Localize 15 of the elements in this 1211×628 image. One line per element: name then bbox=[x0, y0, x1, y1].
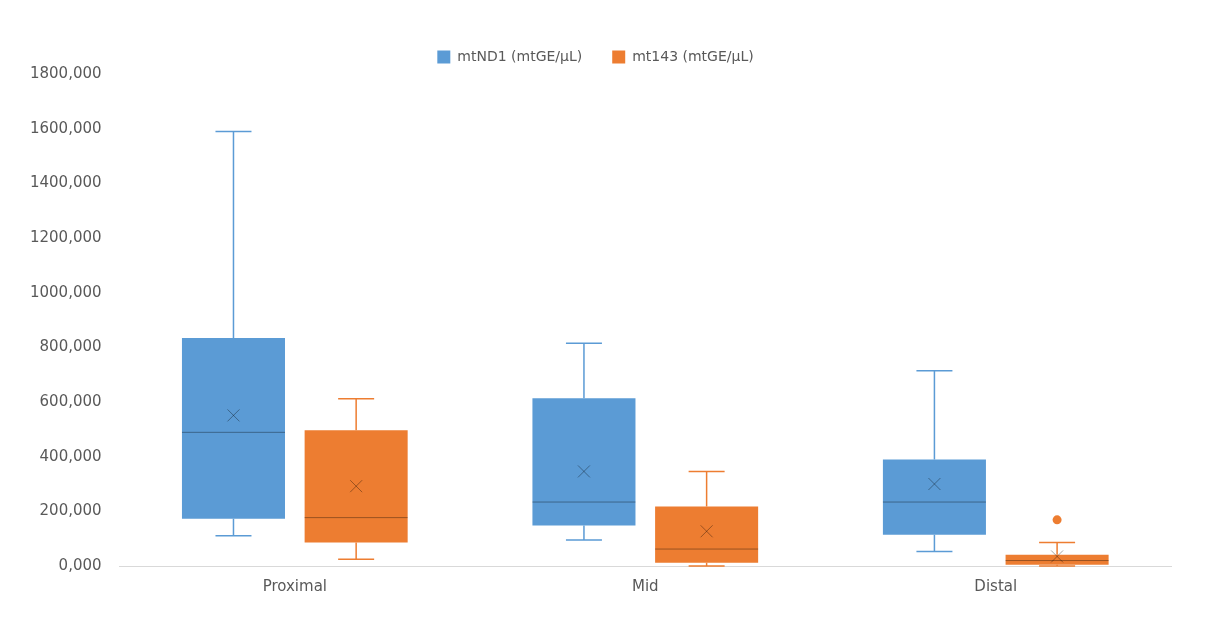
y-tick-label: 1400,000 bbox=[29, 173, 102, 192]
x-tick-label: Mid bbox=[631, 576, 659, 595]
y-tick-label: 600,000 bbox=[39, 391, 102, 410]
y-tick-label: 400,000 bbox=[39, 446, 102, 465]
y-tick-label: 800,000 bbox=[39, 337, 102, 356]
x-tick-label: Proximal bbox=[262, 576, 327, 595]
y-tick-label: 1600,000 bbox=[29, 118, 102, 137]
legend-label: mt143 (mtGE/µL) bbox=[632, 47, 754, 64]
y-tick-label: 1800,000 bbox=[29, 63, 102, 82]
y-tick-label: 0,000 bbox=[58, 555, 102, 574]
y-tick-label: 1000,000 bbox=[29, 282, 102, 301]
y-tick-label: 200,000 bbox=[39, 501, 102, 520]
x-tick-label: Distal bbox=[974, 576, 1018, 595]
y-tick-label: 1200,000 bbox=[29, 227, 102, 246]
legend-label: mtND1 (mtGE/µL) bbox=[457, 47, 583, 64]
